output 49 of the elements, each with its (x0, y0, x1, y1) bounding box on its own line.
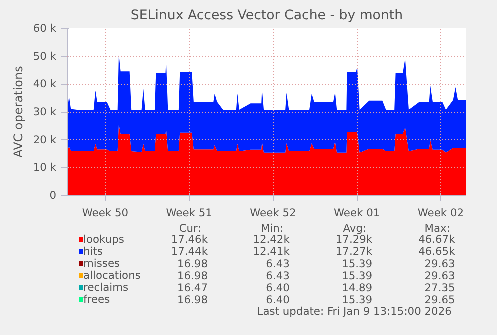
x-tick-label: Week 02 (418, 206, 464, 220)
y-tick-label: 10 k (33, 161, 58, 174)
text: 17.44k (171, 245, 209, 258)
text: 6.40 (266, 282, 290, 294)
text: 16.47 (177, 282, 208, 294)
legend-label: misses (84, 257, 121, 270)
text: 15.39 (342, 294, 373, 306)
legend-label: hits (84, 245, 104, 258)
text: 16.98 (177, 270, 208, 282)
text: Avg: (343, 222, 367, 235)
text: Min: (260, 222, 284, 235)
text: Cur: (179, 222, 202, 235)
x-tick-label: Week 52 (250, 206, 296, 220)
legend-label: lookups (84, 233, 125, 246)
text: 12.41k (253, 245, 291, 258)
x-tick-label: Week 01 (334, 206, 380, 220)
legend-label: reclaims (84, 281, 129, 294)
y-tick-label: 0 (50, 189, 57, 202)
y-axis-title: AVC operations (11, 66, 26, 158)
x-tick-label: Week 51 (166, 206, 212, 220)
text: Last update: Fri Jan 9 13:15:00 2026 (257, 305, 452, 318)
text: 16.98 (177, 294, 208, 306)
text: 27.35 (424, 282, 456, 294)
y-tick-label: 50 k (33, 50, 58, 63)
y-tick-label: 40 k (33, 78, 58, 91)
text: 29.63 (424, 270, 456, 282)
text: Max: (424, 222, 450, 235)
y-tick-label: 30 k (33, 106, 58, 118)
text: 46.67k (418, 233, 456, 246)
x-tick-label: Week 50 (82, 206, 129, 220)
text: 29.65 (424, 294, 456, 306)
text: 14.89 (342, 282, 373, 294)
text: 15.39 (342, 258, 373, 270)
text: 16.98 (177, 258, 208, 270)
text: 12.42k (253, 233, 291, 246)
legend-label: frees (84, 293, 111, 306)
chart-title: SELinux Access Vector Cache - by month (130, 8, 404, 24)
text: 29.63 (424, 258, 456, 270)
text: 6.40 (266, 294, 290, 306)
text: 17.27k (336, 245, 374, 258)
text: 46.65k (418, 245, 456, 258)
text: 17.46k (171, 233, 209, 246)
text: 17.29k (336, 233, 374, 246)
legend-label: allocations (84, 269, 142, 282)
y-tick-label: 20 k (33, 133, 58, 146)
text: 6.43 (266, 258, 290, 270)
text: 6.43 (266, 270, 290, 282)
text: 15.39 (342, 270, 373, 282)
y-tick-label: 60 k (33, 22, 58, 35)
